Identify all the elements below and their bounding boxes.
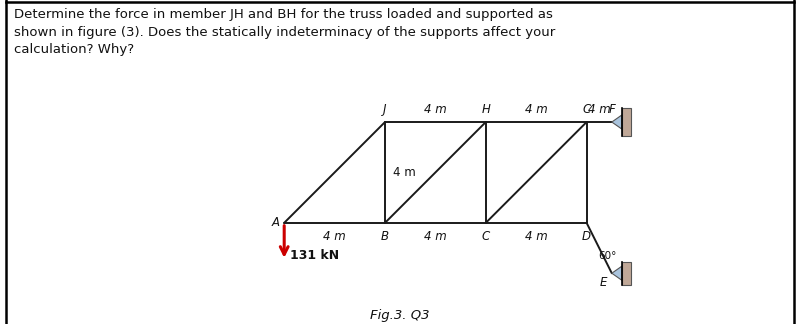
Text: H: H [482, 103, 490, 116]
Text: 4 m: 4 m [588, 103, 610, 116]
Text: Determine the force in member JH and BH for the truss loaded and supported as
sh: Determine the force in member JH and BH … [14, 8, 556, 56]
Text: 4 m: 4 m [393, 166, 415, 179]
Bar [622, 262, 630, 284]
Text: C: C [582, 103, 590, 116]
Text: 4 m: 4 m [525, 103, 547, 116]
Text: C: C [482, 230, 490, 243]
Text: F: F [609, 103, 615, 116]
Text: 60°: 60° [598, 250, 616, 260]
Text: 4 m: 4 m [323, 230, 346, 243]
Polygon shape [612, 266, 622, 280]
Text: B: B [381, 230, 389, 243]
Text: 4 m: 4 m [525, 230, 547, 243]
Polygon shape [612, 115, 622, 129]
Text: 4 m: 4 m [424, 103, 446, 116]
Bar [622, 108, 630, 136]
Text: A: A [271, 216, 279, 229]
Text: E: E [599, 276, 606, 289]
Text: 131 kN: 131 kN [290, 249, 340, 262]
Text: J: J [383, 103, 386, 116]
Text: Fig.3. Q3: Fig.3. Q3 [370, 309, 430, 322]
Text: 4 m: 4 m [424, 230, 446, 243]
Text: D: D [582, 230, 591, 243]
